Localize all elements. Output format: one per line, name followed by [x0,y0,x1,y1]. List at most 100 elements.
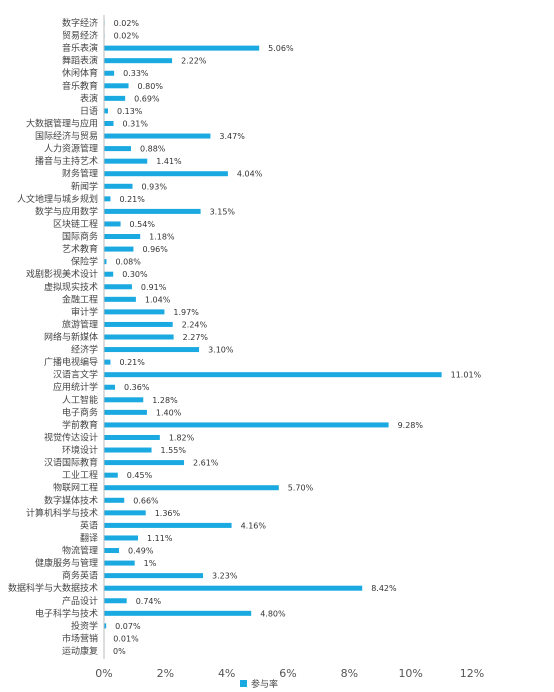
bar [104,372,442,378]
value-label: 0.08% [115,258,141,267]
category-label: 市场营销 [62,632,98,644]
category-label: 戏剧影视美术设计 [26,268,98,280]
value-label: 4.16% [241,521,267,530]
bar [104,221,121,227]
bar [104,522,232,528]
legend-label: 参与率 [251,680,279,690]
bar [104,573,204,579]
category-label: 网络与新媒体 [44,331,98,343]
category-label: 数学与应用数学 [35,205,98,217]
category-label: 音乐表演 [62,42,98,54]
value-label: 3.10% [208,346,234,355]
category-label: 休闲体育 [62,67,98,79]
category-label: 汉语言文学 [53,369,98,381]
bar [104,120,114,126]
value-label: 1.28% [152,396,178,405]
category-label: 翻译 [80,533,98,544]
bar [104,472,118,478]
legend: 参与率 [240,677,278,690]
category-label: 广播电视编导 [44,356,98,368]
x-tick-label: 6% [279,667,296,680]
bar [104,510,146,516]
x-tick-label: 4% [218,667,235,680]
bars [104,20,442,641]
x-axis-ticks: 0% 2% 4% 6% 8% 10% 12% [95,667,484,680]
value-label: 0.02% [114,19,140,28]
value-label: 0.02% [114,32,140,41]
category-label: 人力资源管理 [44,143,98,155]
value-label: 3.47% [219,132,245,141]
category-label: 新闻学 [71,180,98,192]
category-label: 经济学 [71,344,98,356]
category-label: 工业工程 [62,470,98,481]
category-label: 健康服务与管理 [35,557,98,569]
value-label: 0.01% [113,634,139,643]
category-label: 投资学 [71,620,98,632]
bar [104,347,200,353]
value-label: 8.42% [371,584,397,593]
bar [104,208,201,214]
category-label: 国际商务 [62,231,98,243]
bar [104,560,135,566]
bar [104,485,279,491]
bar [104,70,115,76]
value-label: 0.74% [136,597,162,606]
bar [104,45,260,51]
bar [104,183,133,189]
category-label: 电子科学与技术 [35,607,98,619]
bar [104,397,144,403]
category-label: 贸易经济 [62,30,98,42]
category-label: 数据科学与大数据技术 [8,582,98,594]
value-label: 3.15% [210,207,236,216]
value-label: 0.49% [128,547,154,556]
value-label: 0.91% [141,283,167,292]
category-label: 学前教育 [62,419,98,431]
value-label: 4.04% [237,170,263,179]
category-label: 数字经济 [62,17,98,29]
bar [104,610,252,616]
bar [104,108,108,114]
category-label: 商务英语 [62,570,98,582]
value-label: 5.06% [268,44,294,53]
value-label: 1.18% [149,233,175,242]
category-label: 应用统计学 [53,381,98,393]
bar [104,422,389,428]
category-label: 国际经济与贸易 [35,130,98,142]
value-label: 0.80% [138,82,164,91]
category-label: 大数据管理与应用 [26,117,98,129]
bar [104,83,129,89]
value-label: 1.55% [161,446,187,455]
x-tick-label: 8% [341,667,358,680]
category-label: 表演 [80,92,98,104]
bar [104,585,363,591]
category-label: 金融工程 [62,293,98,305]
category-label: 计算机科学与技术 [26,507,98,519]
value-label: 0.21% [119,358,145,367]
value-label: 0.30% [122,270,148,279]
category-label: 保险学 [71,256,98,268]
bar [104,384,116,390]
bar [104,548,120,554]
category-label: 环境设计 [62,444,98,456]
value-label: 9.28% [398,421,424,430]
value-label: 2.24% [182,320,208,329]
bar [104,259,107,265]
category-label: 艺术教育 [62,243,98,255]
value-label: 0.13% [117,107,143,116]
bar [104,434,160,440]
bar [104,535,139,541]
bar [104,271,114,277]
bar [104,158,148,164]
value-label: 1.36% [155,509,181,518]
bar [104,296,136,302]
bar [104,321,173,327]
category-label: 产品设计 [62,595,98,607]
bar [104,58,173,64]
value-label: 1.97% [173,308,199,317]
value-label: 0.88% [140,145,166,154]
value-label: 1.11% [147,534,173,543]
category-label: 审计学 [71,306,98,318]
bar [104,284,132,290]
bar [104,447,152,453]
value-label: 0.96% [142,245,168,254]
